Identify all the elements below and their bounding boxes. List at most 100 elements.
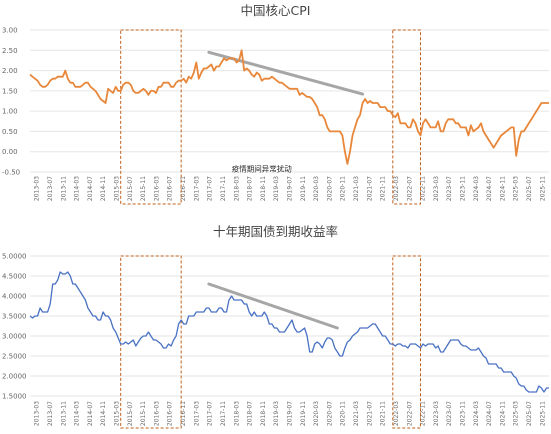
x-tick-label: 2016-03 xyxy=(153,401,160,426)
x-tick-label: 2018-03 xyxy=(233,176,240,201)
x-tick-label: 2017-03 xyxy=(193,401,200,426)
x-tick-label: 2016-11 xyxy=(180,401,187,426)
x-tick-label: 2024-03 xyxy=(473,401,480,426)
series-line xyxy=(29,49,549,165)
x-tick-label: 2016-11 xyxy=(180,176,187,201)
x-tick-label: 2019-07 xyxy=(287,176,294,201)
x-tick-label: 2023-11 xyxy=(460,176,467,201)
x-tick-label: 2015-03 xyxy=(114,176,121,201)
x-tick-label: 2024-11 xyxy=(499,401,506,426)
y-tick-label: 1.5000 xyxy=(2,393,27,401)
y-tick-label: 4.0000 xyxy=(2,293,27,301)
x-tick-label: 2014-07 xyxy=(87,401,94,426)
x-tick-label: 2017-07 xyxy=(207,176,214,201)
x-tick-label: 2017-11 xyxy=(220,401,227,426)
y-tick-label: 3.5000 xyxy=(2,313,27,321)
x-tick-label: 2025-03 xyxy=(513,176,520,201)
x-tick-label: 2025-11 xyxy=(539,176,546,201)
annotation-label: 疫情期间异常扰动 xyxy=(232,163,292,173)
x-tick-label: 2021-07 xyxy=(366,401,373,426)
x-tick-label: 2017-07 xyxy=(207,401,214,426)
x-tick-label: 2018-07 xyxy=(247,401,254,426)
trend-line xyxy=(207,282,339,330)
x-tick-label: 2018-11 xyxy=(260,176,267,201)
x-tick-label: 2020-07 xyxy=(326,401,333,426)
y-tick-label: 2.00 xyxy=(2,67,18,75)
x-tick-label: 2025-07 xyxy=(526,401,533,426)
chart-title: 中国核心CPI xyxy=(241,3,311,18)
x-tick-label: 2016-03 xyxy=(153,176,160,201)
x-tick-label: 2024-03 xyxy=(473,176,480,201)
x-tick-label: 2021-11 xyxy=(380,176,387,201)
x-tick-label: 2015-11 xyxy=(140,401,147,426)
x-tick-label: 2023-11 xyxy=(460,401,467,426)
x-tick-label: 2025-11 xyxy=(539,401,546,426)
x-tick-label: 2019-07 xyxy=(287,401,294,426)
bond-yield-chart: 十年期国债到期收益率 5.0000 4.5000 4.0000 3.5000 3.0000… xyxy=(2,224,549,429)
x-tick-label: 2016-07 xyxy=(167,176,174,201)
x-tick-label: 2016-07 xyxy=(167,401,174,426)
y-tick-label: 0.00 xyxy=(2,148,18,156)
x-tick-label: 2019-11 xyxy=(300,401,307,426)
x-tick-label: 2022-07 xyxy=(406,176,413,201)
y-tick-label: -0.50 xyxy=(2,169,20,177)
x-tick-label: 2019-03 xyxy=(273,176,280,201)
x-tick-label: 2014-07 xyxy=(87,176,94,201)
x-tick-label: 2023-07 xyxy=(446,176,453,201)
chart-frame: 十年期国债到期收益率 5.0000 4.5000 4.0000 3.5000 3.0000… xyxy=(2,224,549,429)
x-tick-label: 2014-03 xyxy=(74,176,81,201)
y-tick-label: 0.50 xyxy=(2,128,18,136)
x-tick-label: 2018-07 xyxy=(247,176,254,201)
x-tick-label: 2013-07 xyxy=(47,401,54,426)
x-tick-label: 2020-07 xyxy=(326,176,333,201)
x-tick-label: 2023-07 xyxy=(446,401,453,426)
y-tick-label: 5.0000 xyxy=(2,253,27,261)
y-tick-label: 3.0000 xyxy=(2,333,27,341)
x-tick-label: 2022-03 xyxy=(393,176,400,201)
x-tick-label: 2022-11 xyxy=(420,401,427,426)
x-tick-label: 2013-03 xyxy=(34,176,41,201)
x-tick-label: 2025-07 xyxy=(526,176,533,201)
x-tick-label: 2019-03 xyxy=(273,401,280,426)
y-tick-label: 3.00 xyxy=(2,27,18,35)
x-tick-label: 2013-11 xyxy=(60,176,67,201)
y-tick-label: 1.50 xyxy=(2,87,18,95)
x-tick-label: 2021-07 xyxy=(366,176,373,201)
x-tick-label: 2013-07 xyxy=(47,176,54,201)
core-cpi-chart: 中国核心CPI 3.00 2.50 2.00 1.50 1.00 0.50 0.00 -0.50… xyxy=(2,3,549,205)
x-tick-label: 2025-03 xyxy=(513,401,520,426)
x-tick-label: 2013-11 xyxy=(60,401,67,426)
chart-title: 十年期国债到期收益率 xyxy=(213,224,338,239)
x-tick-label: 2015-07 xyxy=(127,176,134,201)
highlight-frame xyxy=(392,29,422,205)
x-tick-label: 2015-11 xyxy=(140,176,147,201)
x-tick-label: 2017-11 xyxy=(220,176,227,201)
y-tick-label: 4.5000 xyxy=(2,273,27,281)
x-tick-label: 2023-03 xyxy=(433,401,440,426)
x-tick-label: 2018-03 xyxy=(233,401,240,426)
x-tick-label: 2023-03 xyxy=(433,176,440,201)
x-tick-label: 2015-03 xyxy=(114,401,121,426)
highlight-frame xyxy=(120,29,182,205)
x-tick-label: 2013-03 xyxy=(34,401,41,426)
y-tick-label: 1.00 xyxy=(2,108,18,116)
x-tick-label: 2019-11 xyxy=(300,176,307,201)
y-tick-label: 2.50 xyxy=(2,47,18,55)
series-line xyxy=(29,271,549,393)
highlight-frame xyxy=(120,255,182,429)
x-tick-label: 2014-03 xyxy=(74,401,81,426)
x-tick-label: 2014-11 xyxy=(100,401,107,426)
x-tick-label: 2020-03 xyxy=(313,401,320,426)
x-tick-label: 2021-11 xyxy=(380,401,387,426)
x-tick-label: 2014-11 xyxy=(100,176,107,201)
y-tick-label: 2.5000 xyxy=(2,353,27,361)
y-tick-label: 2.0000 xyxy=(2,373,27,381)
x-tick-label: 2020-03 xyxy=(313,176,320,201)
x-tick-label: 2022-11 xyxy=(420,176,427,201)
chart-frame: 中国核心CPI 3.00 2.50 2.00 1.50 1.00 0.50 0.00 -0.50… xyxy=(2,3,549,205)
x-tick-label: 2024-11 xyxy=(499,176,506,201)
x-tick-label: 2017-03 xyxy=(193,176,200,201)
x-tick-label: 2021-03 xyxy=(353,176,360,201)
x-tick-label: 2024-07 xyxy=(486,176,493,201)
